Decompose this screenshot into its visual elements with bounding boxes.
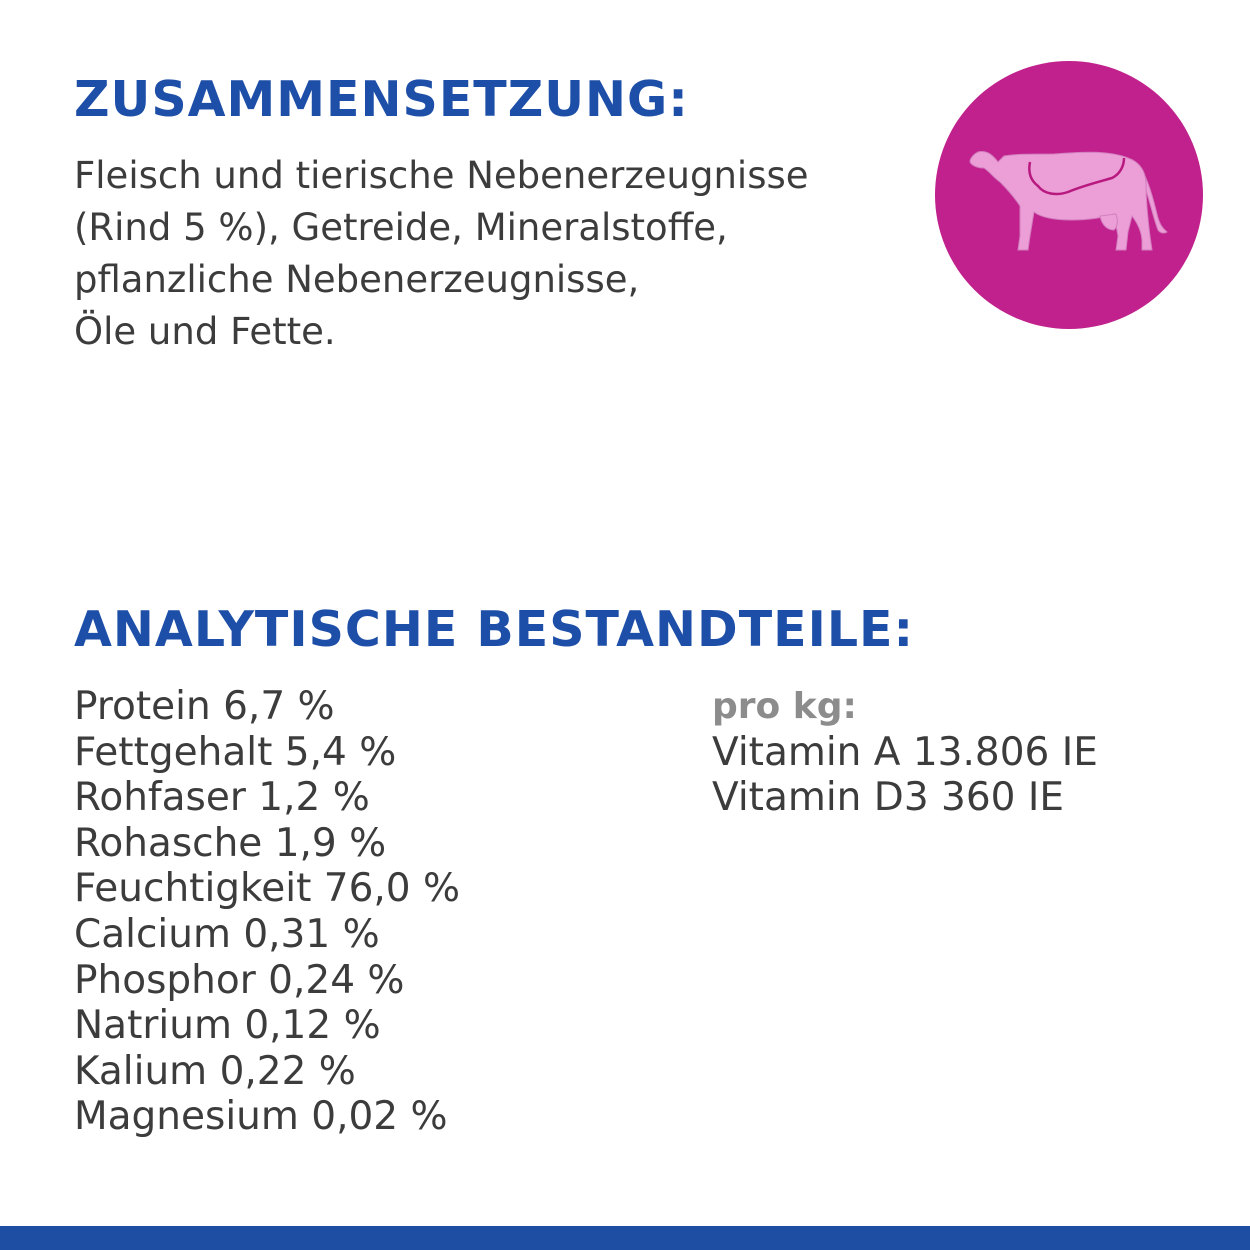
per-kg-block: pro kg: Vitamin A 13.806 IE Vitamin D3 3… <box>712 684 1098 821</box>
vitamin-item: Vitamin D3 360 IE <box>712 775 1065 821</box>
nutrient-item: Rohfaser 1,2 % <box>74 775 370 821</box>
nutrient-item: Kalium 0,22 % <box>74 1048 356 1094</box>
footer-bar <box>0 1226 1250 1250</box>
composition-heading: ZUSAMMENSETZUNG: <box>74 71 689 128</box>
beef-badge <box>935 61 1203 329</box>
composition-line: Fleisch und tierische Nebenerzeugnisse <box>74 154 809 197</box>
vitamin-list: Vitamin A 13.806 IE Vitamin D3 360 IE <box>712 730 1098 821</box>
nutrient-item: Feuchtigkeit 76,0 % <box>74 866 461 912</box>
composition-text: Fleisch und tierische Nebenerzeugnisse (… <box>74 150 924 358</box>
nutrient-item: Calcium 0,31 % <box>74 911 380 957</box>
nutrient-item: Natrium 0,12 % <box>74 1003 381 1049</box>
nutrient-item: Rohasche 1,9 % <box>74 820 387 866</box>
nutrient-item: Phosphor 0,24 % <box>74 957 405 1003</box>
analytic-heading: ANALYTISCHE BESTANDTEILE: <box>74 601 915 658</box>
composition-line: Öle und Fette. <box>74 310 336 353</box>
nutrient-item: Fettgehalt 5,4 % <box>74 729 397 775</box>
cow-icon <box>969 151 1168 251</box>
nutrient-list: Protein 6,7 % Fettgehalt 5,4 % Rohfaser … <box>74 684 460 1140</box>
nutrient-item: Magnesium 0,02 % <box>74 1094 448 1140</box>
composition-line: (Rind 5 %), Getreide, Mineralstoffe, <box>74 206 728 249</box>
per-kg-label: pro kg: <box>712 686 857 727</box>
composition-line: pflanzliche Nebenerzeugnisse, <box>74 258 640 301</box>
vitamin-item: Vitamin A 13.806 IE <box>712 729 1098 775</box>
nutrient-item: Protein 6,7 % <box>74 684 335 729</box>
